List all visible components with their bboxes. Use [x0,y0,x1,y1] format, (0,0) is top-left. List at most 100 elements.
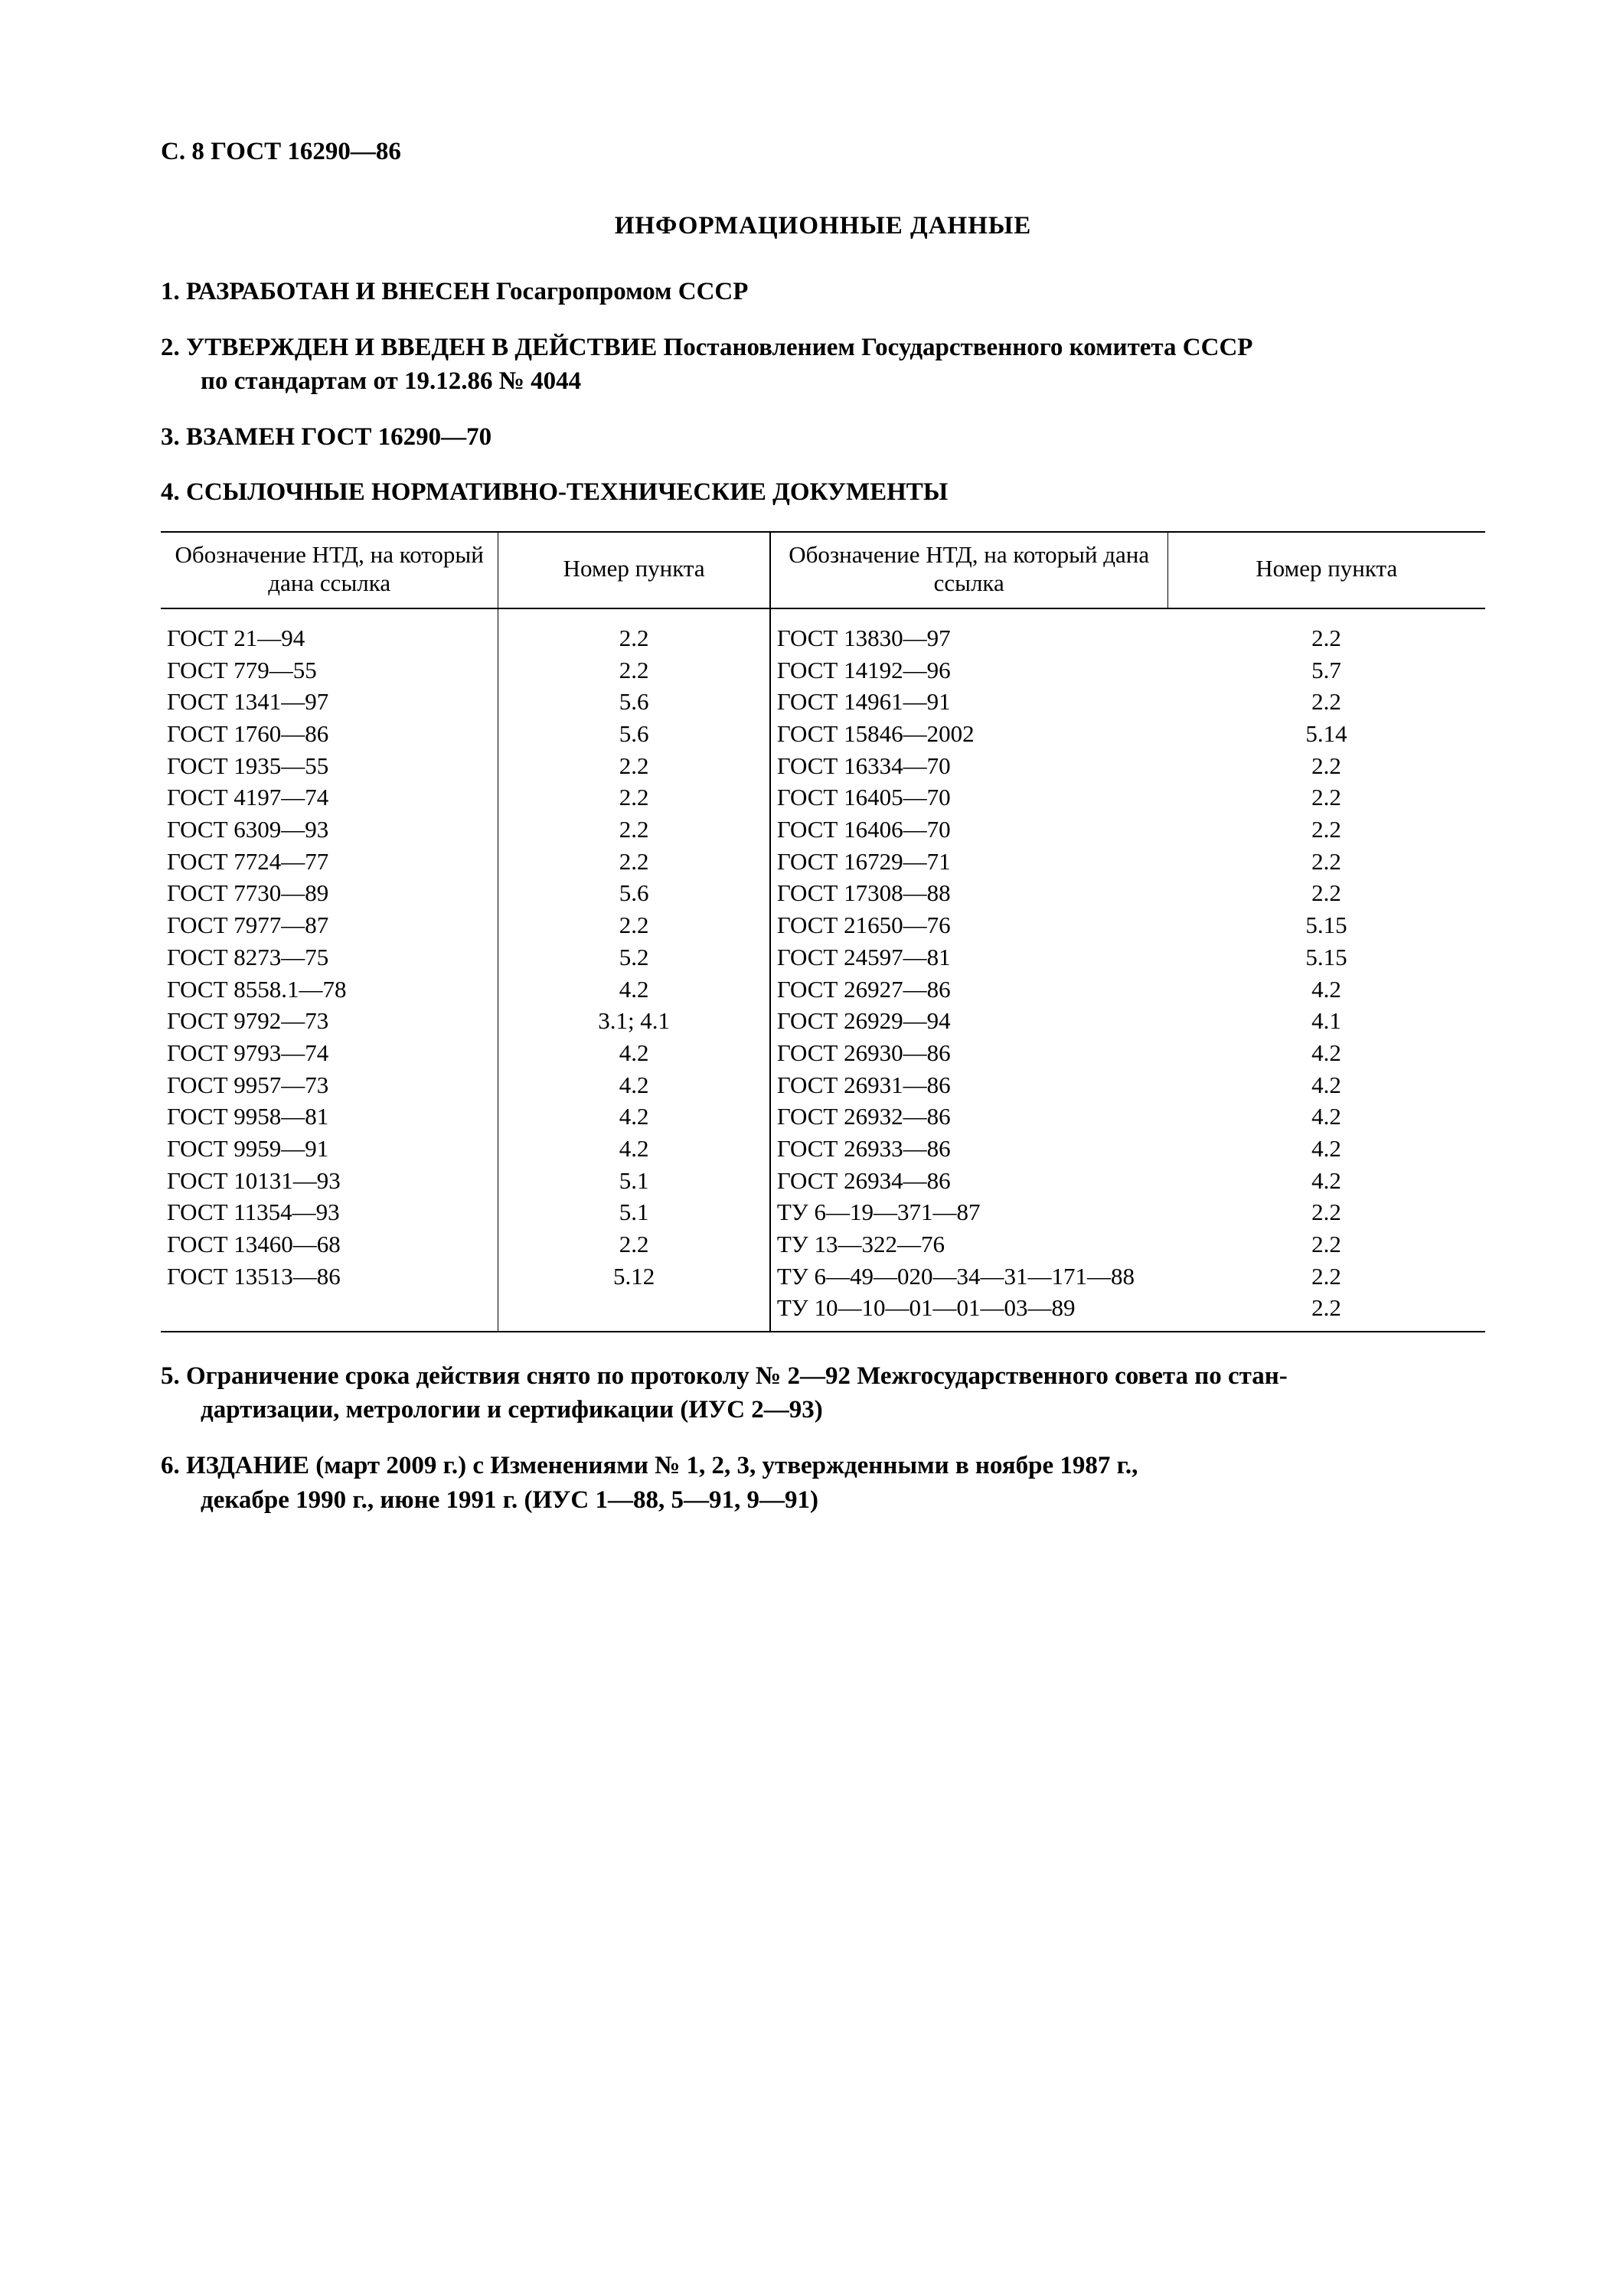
cell-doc: ГОСТ 8558.1—78 [161,974,498,1006]
cell-num: 2.2 [498,608,769,654]
cell-num: 2.2 [1167,814,1485,846]
cell-num: 4.2 [498,1069,769,1101]
cell-num: 4.2 [498,1133,769,1165]
items-top: 1. РАЗРАБОТАН И ВНЕСЕН Госагропромом ССС… [161,275,1485,510]
table-row: ГОСТ 7730—895.6ГОСТ 17308—882.2 [161,877,1485,909]
cell-num: 2.2 [1167,1261,1485,1293]
cell-doc: ГОСТ 10131—93 [161,1165,498,1197]
numbered-item: 6. ИЗДАНИЕ (март 2009 г.) с Изменениями … [161,1449,1485,1517]
cell-num: 4.2 [1167,1133,1485,1165]
cell-doc: ГОСТ 9792—73 [161,1005,498,1037]
cell-doc [161,1292,498,1332]
table-row: ГОСТ 1935—552.2ГОСТ 16334—702.2 [161,750,1485,782]
cell-num: 4.1 [1167,1005,1485,1037]
cell-num: 2.2 [1167,750,1485,782]
col-header-left-doc: Обозначение НТД, на который дана ссылка [161,532,498,608]
cell-doc: ГОСТ 16405—70 [770,781,1167,814]
table-row: ГОСТ 8273—755.2ГОСТ 24597—815.15 [161,941,1485,974]
cell-num: 4.2 [498,1101,769,1133]
cell-doc: ГОСТ 17308—88 [770,877,1167,909]
page-header: С. 8 ГОСТ 16290—86 [161,138,1485,166]
cell-num: 2.2 [1167,1292,1485,1332]
cell-doc: ГОСТ 14192—96 [770,654,1167,687]
item-text: 2. УТВЕРЖДЕН И ВВЕДЕН В ДЕЙСТВИЕ Постано… [161,334,1252,361]
cell-num: 5.12 [498,1261,769,1293]
cell-doc: ТУ 10—10—01—01—03—89 [770,1292,1167,1332]
cell-num: 2.2 [1167,877,1485,909]
cell-doc: ГОСТ 21650—76 [770,909,1167,941]
cell-doc: ГОСТ 13830—97 [770,608,1167,654]
cell-doc: ГОСТ 9793—74 [161,1037,498,1069]
cell-doc: ГОСТ 13460—68 [161,1228,498,1261]
table-row: ГОСТ 11354—935.1ТУ 6—19—371—872.2 [161,1196,1485,1228]
cell-doc: ГОСТ 7730—89 [161,877,498,909]
cell-num: 4.2 [1167,1101,1485,1133]
cell-doc: ГОСТ 26927—86 [770,974,1167,1006]
cell-num: 2.2 [498,781,769,814]
reference-table: Обозначение НТД, на который дана ссылка … [161,531,1485,1332]
cell-doc: ГОСТ 16334—70 [770,750,1167,782]
cell-doc: ГОСТ 21—94 [161,608,498,654]
table-row: ТУ 10—10—01—01—03—892.2 [161,1292,1485,1332]
table-row: ГОСТ 13460—682.2ТУ 13—322—762.2 [161,1228,1485,1261]
table-row: ГОСТ 9957—734.2ГОСТ 26931—864.2 [161,1069,1485,1101]
cell-num: 4.2 [1167,1165,1485,1197]
table-row: ГОСТ 1341—975.6ГОСТ 14961—912.2 [161,686,1485,718]
cell-num: 3.1; 4.1 [498,1005,769,1037]
cell-num: 2.2 [498,1228,769,1261]
cell-doc: ГОСТ 11354—93 [161,1196,498,1228]
cell-doc: ГОСТ 9957—73 [161,1069,498,1101]
cell-doc: ТУ 13—322—76 [770,1228,1167,1261]
cell-doc: ТУ 6—49—020—34—31—171—88 [770,1261,1167,1293]
table-row: ГОСТ 9959—914.2ГОСТ 26933—864.2 [161,1133,1485,1165]
cell-num: 2.2 [498,909,769,941]
cell-num: 4.2 [1167,1069,1485,1101]
table-row: ГОСТ 7977—872.2ГОСТ 21650—765.15 [161,909,1485,941]
table-row: ГОСТ 9958—814.2ГОСТ 26932—864.2 [161,1101,1485,1133]
table-row: ГОСТ 1760—865.6ГОСТ 15846—20025.14 [161,718,1485,750]
cell-num: 2.2 [498,814,769,846]
numbered-item: 5. Ограничение срока действия снято по п… [161,1359,1485,1427]
items-bottom: 5. Ограничение срока действия снято по п… [161,1359,1485,1517]
item-text: 6. ИЗДАНИЕ (март 2009 г.) с Изменениями … [161,1452,1138,1479]
table-header-row: Обозначение НТД, на который дана ссылка … [161,532,1485,608]
numbered-item: 4. ССЫЛОЧНЫЕ НОРМАТИВНО-ТЕХНИЧЕСКИЕ ДОКУ… [161,475,1485,510]
cell-num: 5.6 [498,686,769,718]
cell-doc: ГОСТ 1341—97 [161,686,498,718]
cell-num: 5.14 [1167,718,1485,750]
table-row: ГОСТ 10131—935.1ГОСТ 26934—864.2 [161,1165,1485,1197]
cell-num: 5.15 [1167,909,1485,941]
cell-doc: ГОСТ 26929—94 [770,1005,1167,1037]
cell-doc: ГОСТ 24597—81 [770,941,1167,974]
cell-doc: ТУ 6—19—371—87 [770,1196,1167,1228]
cell-doc: ГОСТ 26933—86 [770,1133,1167,1165]
item-text: 1. РАЗРАБОТАН И ВНЕСЕН Госагропромом ССС… [161,278,748,305]
cell-num: 4.2 [1167,974,1485,1006]
item-text: 3. ВЗАМЕН ГОСТ 16290—70 [161,423,491,451]
table-row: ГОСТ 21—942.2ГОСТ 13830—972.2 [161,608,1485,654]
cell-num: 2.2 [1167,781,1485,814]
table-row: ГОСТ 779—552.2ГОСТ 14192—965.7 [161,654,1485,687]
item-continuation: по стандартам от 19.12.86 № 4044 [161,364,1485,399]
cell-num: 5.1 [498,1165,769,1197]
cell-doc: ГОСТ 1935—55 [161,750,498,782]
table-row: ГОСТ 4197—742.2ГОСТ 16405—702.2 [161,781,1485,814]
table-row: ГОСТ 8558.1—784.2ГОСТ 26927—864.2 [161,974,1485,1006]
cell-doc: ГОСТ 779—55 [161,654,498,687]
cell-num: 2.2 [498,750,769,782]
col-header-right-doc: Обозначение НТД, на который дана ссылка [770,532,1167,608]
cell-doc: ГОСТ 14961—91 [770,686,1167,718]
table-row: ГОСТ 9792—733.1; 4.1ГОСТ 26929—944.1 [161,1005,1485,1037]
cell-num: 2.2 [498,654,769,687]
cell-num: 5.1 [498,1196,769,1228]
section-title: ИНФОРМАЦИОННЫЕ ДАННЫЕ [161,212,1485,240]
cell-num: 5.6 [498,877,769,909]
cell-doc: ГОСТ 26930—86 [770,1037,1167,1069]
cell-num: 2.2 [1167,1228,1485,1261]
table-row: ГОСТ 9793—744.2ГОСТ 26930—864.2 [161,1037,1485,1069]
cell-doc: ГОСТ 7724—77 [161,846,498,878]
numbered-item: 3. ВЗАМЕН ГОСТ 16290—70 [161,420,1485,455]
numbered-item: 2. УТВЕРЖДЕН И ВВЕДЕН В ДЕЙСТВИЕ Постано… [161,331,1485,399]
item-continuation: дартизации, метрологии и сертификации (И… [161,1393,1485,1427]
cell-doc: ГОСТ 6309—93 [161,814,498,846]
